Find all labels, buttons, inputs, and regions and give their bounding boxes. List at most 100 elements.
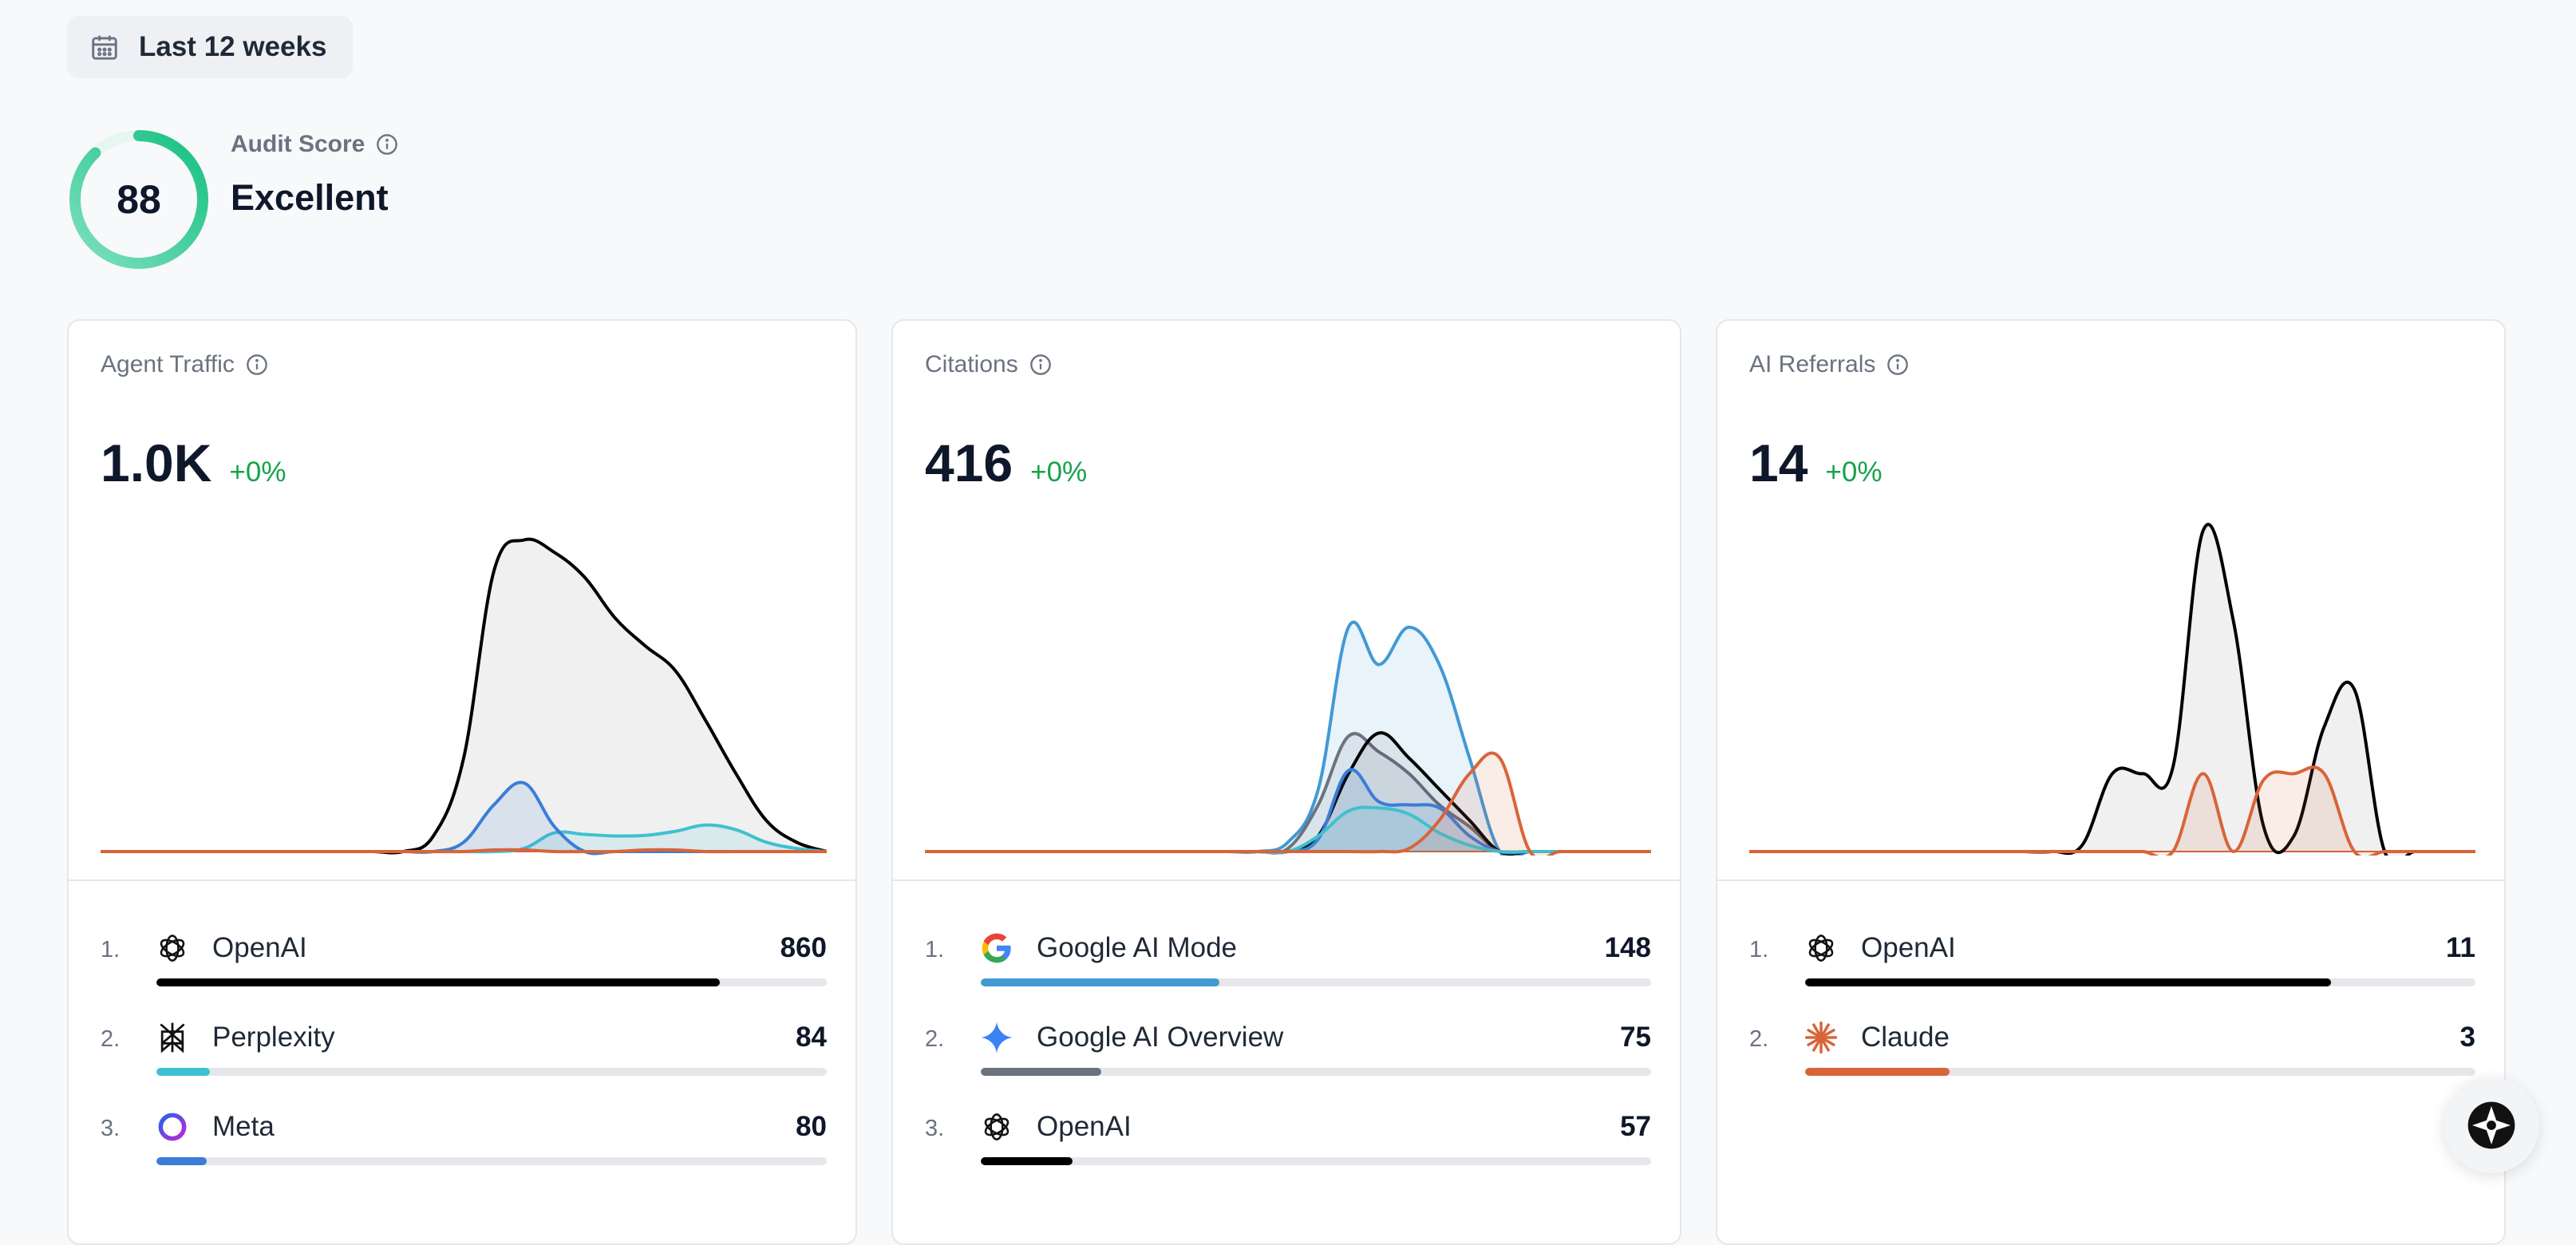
share-bar [156,1068,827,1076]
gemini-sparkle-icon [979,1020,1014,1055]
source-count: 75 [1620,1022,1651,1053]
series-area-1 [101,824,827,852]
share-bar [156,1157,827,1165]
share-bar [1805,978,2475,986]
assistant-button[interactable] [2444,1077,2539,1173]
card-title: Agent Traffic [101,351,235,377]
openai-icon [979,1109,1014,1144]
source-row[interactable]: 2. Google AI Overview 75 [925,1018,1651,1098]
metric-card-citations: Citations 416 +0% 1. Google AI Mode 148 … [891,319,1681,1245]
metric-delta: +0% [1825,457,1883,488]
row-rank: 2. [101,1026,121,1052]
source-name: Google AI Overview [1037,1022,1284,1053]
source-name: Claude [1861,1022,1950,1053]
score-rating: Excellent [231,177,389,218]
source-name: OpenAI [1037,1111,1132,1142]
calendar-icon [92,35,117,60]
source-name: Meta [212,1111,275,1142]
share-bar [981,1068,1651,1076]
source-name: OpenAI [212,932,307,963]
source-row[interactable]: 2. Claude 3 [1749,1018,2475,1098]
divider [1717,879,2504,881]
share-bar-fill [1805,978,2332,986]
area-chart [925,620,1651,856]
series-area-2 [925,733,1651,855]
info-icon[interactable] [246,354,268,376]
source-row[interactable]: 1. OpenAI 11 [1749,929,2475,1009]
source-name: OpenAI [1861,932,1956,963]
score-value: 88 [117,177,161,222]
share-bar-fill [981,978,1220,986]
row-rank: 1. [1749,937,1769,962]
score-label: Audit Score [231,131,365,157]
source-count: 84 [796,1022,827,1053]
date-range-label: Last 12 weeks [139,31,327,62]
row-rank: 2. [1749,1026,1769,1052]
divider [893,879,1680,881]
info-icon[interactable] [1029,354,1052,376]
source-count: 3 [2459,1022,2475,1053]
share-bar-fill [1805,1068,1950,1076]
share-bar-fill [981,1068,1102,1076]
metric-value: 14 [1749,433,1808,492]
series-area-0 [1749,524,2475,856]
info-icon[interactable] [1887,354,1909,376]
card-title: Citations [925,351,1018,377]
share-bar [981,978,1651,986]
series-area-1 [1749,767,2475,856]
row-rank: 3. [101,1116,121,1141]
metric-delta: +0% [1030,457,1088,488]
source-row[interactable]: 3. OpenAI 57 [925,1108,1651,1188]
source-row[interactable]: 3. Meta 80 [101,1108,827,1188]
series-area-0 [925,622,1651,856]
share-bar [1805,1068,2475,1076]
row-rank: 3. [925,1116,945,1141]
openai-icon [1804,931,1839,966]
date-range-button[interactable]: Last 12 weeks [67,16,353,78]
share-bar [981,1157,1651,1165]
row-rank: 1. [101,937,121,962]
series-line-5[interactable] [925,751,1651,856]
compass-star-icon [2467,1101,2515,1149]
source-row[interactable]: 1. Google AI Mode 148 [925,929,1651,1009]
share-bar-fill [981,1157,1073,1165]
series-line-1[interactable] [1749,765,2475,856]
share-bar-fill [156,978,720,986]
source-name: Google AI Mode [1037,932,1237,963]
share-bar-fill [156,1157,207,1165]
metric-card-ai-referrals: AI Referrals 14 +0% 1. OpenAI 11 2. Clau… [1716,319,2506,1245]
google-icon [979,931,1014,966]
divider [69,879,855,881]
metric-card-agent-traffic: Agent Traffic 1.0K +0% 1. OpenAI 860 2. … [67,319,857,1245]
perplexity-icon [155,1020,190,1055]
source-count: 11 [2446,932,2475,963]
share-bar-fill [156,1068,211,1076]
card-title: AI Referrals [1749,351,1876,377]
source-count: 860 [780,932,827,963]
source-name: Perplexity [212,1022,335,1053]
source-count: 57 [1620,1111,1651,1142]
metric-delta: +0% [229,457,286,488]
series-area-1 [925,733,1651,854]
source-count: 80 [796,1111,827,1142]
source-row[interactable]: 1. OpenAI 860 [101,929,827,1009]
area-chart [1749,523,2475,856]
meta-icon [155,1109,190,1144]
series-line-0[interactable] [925,620,1651,856]
source-count: 148 [1604,932,1651,963]
series-line-3[interactable] [101,848,827,854]
row-rank: 2. [925,1026,945,1052]
area-chart [101,537,827,856]
metric-value: 416 [925,433,1013,492]
source-row[interactable]: 2. Perplexity 84 [101,1018,827,1098]
claude-icon [1804,1020,1839,1055]
score-ring [69,130,208,269]
metric-value: 1.0K [101,433,212,492]
row-rank: 1. [925,937,945,962]
series-area-5 [925,753,1651,856]
series-line-2[interactable] [925,731,1651,856]
info-icon[interactable] [376,133,398,156]
share-bar [156,978,827,986]
series-line-1[interactable] [925,732,1651,856]
openai-icon [155,931,190,966]
